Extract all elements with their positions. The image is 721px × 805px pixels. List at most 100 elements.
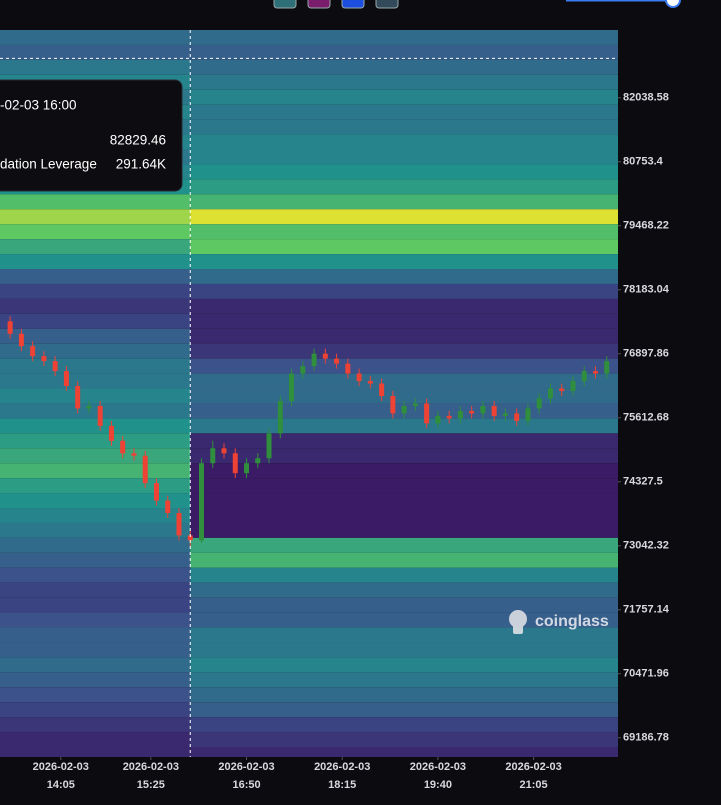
candle-body	[379, 383, 385, 396]
heat-cell	[0, 328, 191, 344]
candle-body	[120, 440, 126, 454]
heat-cell	[190, 493, 619, 509]
tooltip-label: dation Leverage	[0, 157, 97, 172]
heat-cell	[190, 149, 619, 165]
heat-cell	[0, 209, 191, 225]
tooltip: -02-03 16:00 82829.46 dation Leverage 29…	[0, 79, 183, 192]
candle-body	[536, 398, 542, 409]
x-tick-date: 2026-02-03	[314, 761, 370, 773]
candle-body	[153, 483, 159, 501]
heat-cell	[190, 687, 619, 703]
heat-cell	[0, 224, 191, 240]
heat-cell	[190, 313, 619, 329]
heat-cell	[190, 328, 619, 344]
heat-cell	[0, 627, 191, 643]
candle-body	[514, 413, 520, 421]
candle-body	[63, 371, 69, 387]
heat-cell	[0, 239, 191, 255]
candle-body	[108, 425, 114, 441]
candle-body	[592, 371, 598, 374]
heat-cell	[0, 657, 191, 673]
candle-body	[604, 361, 610, 374]
heat-cell	[190, 552, 619, 568]
heat-cell	[190, 657, 619, 673]
heat-cell	[190, 209, 619, 225]
heat-cell	[190, 732, 619, 748]
heat-cell	[190, 59, 619, 75]
candle-body	[322, 353, 328, 359]
candle-body	[97, 405, 103, 426]
slider-knob[interactable]	[665, 0, 681, 8]
candle-body	[142, 455, 148, 484]
heat-cell	[190, 298, 619, 314]
heat-cell	[0, 30, 191, 45]
top-toolbar	[273, 0, 681, 9]
heat-cell	[0, 343, 191, 359]
candle-body	[221, 448, 227, 454]
candle-body	[401, 405, 407, 414]
candle-body	[41, 356, 47, 362]
crosshair	[0, 30, 618, 757]
x-tick-label: 15:25	[137, 779, 165, 791]
candle-body	[559, 388, 565, 392]
heat-cell	[190, 448, 619, 464]
candle-body	[412, 403, 418, 406]
candle-body	[18, 333, 24, 347]
x-tick-label: 18:15	[328, 779, 356, 791]
legend-swatch	[375, 0, 399, 9]
heat-cell	[190, 104, 619, 120]
candle-body	[334, 358, 340, 364]
candle-body	[356, 373, 362, 382]
candle-body	[446, 415, 452, 419]
heatmap	[0, 30, 619, 757]
candle-body	[86, 405, 92, 409]
candle-body	[52, 361, 58, 372]
heat-cell	[0, 552, 191, 568]
heat-cell	[190, 224, 619, 240]
y-tick-label: 74327.5	[623, 476, 663, 488]
candle-body	[570, 381, 576, 392]
y-tick-label: 69186.78	[623, 732, 669, 744]
heat-cell	[190, 89, 619, 105]
candle-body	[502, 413, 508, 416]
x-tick-date: 2026-02-03	[410, 761, 466, 773]
heat-cell	[0, 732, 191, 748]
heat-cell	[190, 134, 619, 150]
heat-cell	[190, 194, 619, 210]
heat-cell	[0, 448, 191, 464]
heat-cell	[0, 567, 191, 583]
heat-cell	[0, 717, 191, 733]
heat-cell	[190, 30, 619, 45]
heat-cell	[190, 597, 619, 613]
heat-cell	[190, 433, 619, 449]
candle-body	[581, 371, 587, 382]
heat-cell	[190, 74, 619, 90]
heat-cell	[0, 283, 191, 299]
watermark: coinglass	[509, 610, 609, 634]
y-tick-label: 79468.22	[623, 220, 669, 232]
candle-body	[525, 408, 531, 421]
heat-cell	[190, 44, 619, 60]
heat-cell	[190, 747, 619, 757]
y-tick-label: 73042.32	[623, 540, 669, 552]
candle-body	[289, 373, 295, 401]
heat-cell	[0, 597, 191, 613]
heat-cell	[0, 463, 191, 479]
legend-swatch	[341, 0, 365, 9]
legend-swatch	[307, 0, 331, 9]
heat-cell	[190, 672, 619, 688]
heat-cell	[190, 343, 619, 359]
candle-body	[435, 415, 441, 424]
watermark-text: coinglass	[535, 613, 609, 630]
candle-body	[424, 403, 430, 424]
heat-cell	[190, 642, 619, 658]
heat-cell	[190, 508, 619, 523]
candle-body	[75, 386, 81, 409]
x-tick-date: 2026-02-03	[123, 761, 179, 773]
heat-cell	[0, 747, 191, 757]
candle-body	[255, 458, 261, 464]
candle-body	[7, 321, 13, 334]
x-tick-date: 2026-02-03	[505, 761, 561, 773]
candle-body	[480, 405, 486, 414]
